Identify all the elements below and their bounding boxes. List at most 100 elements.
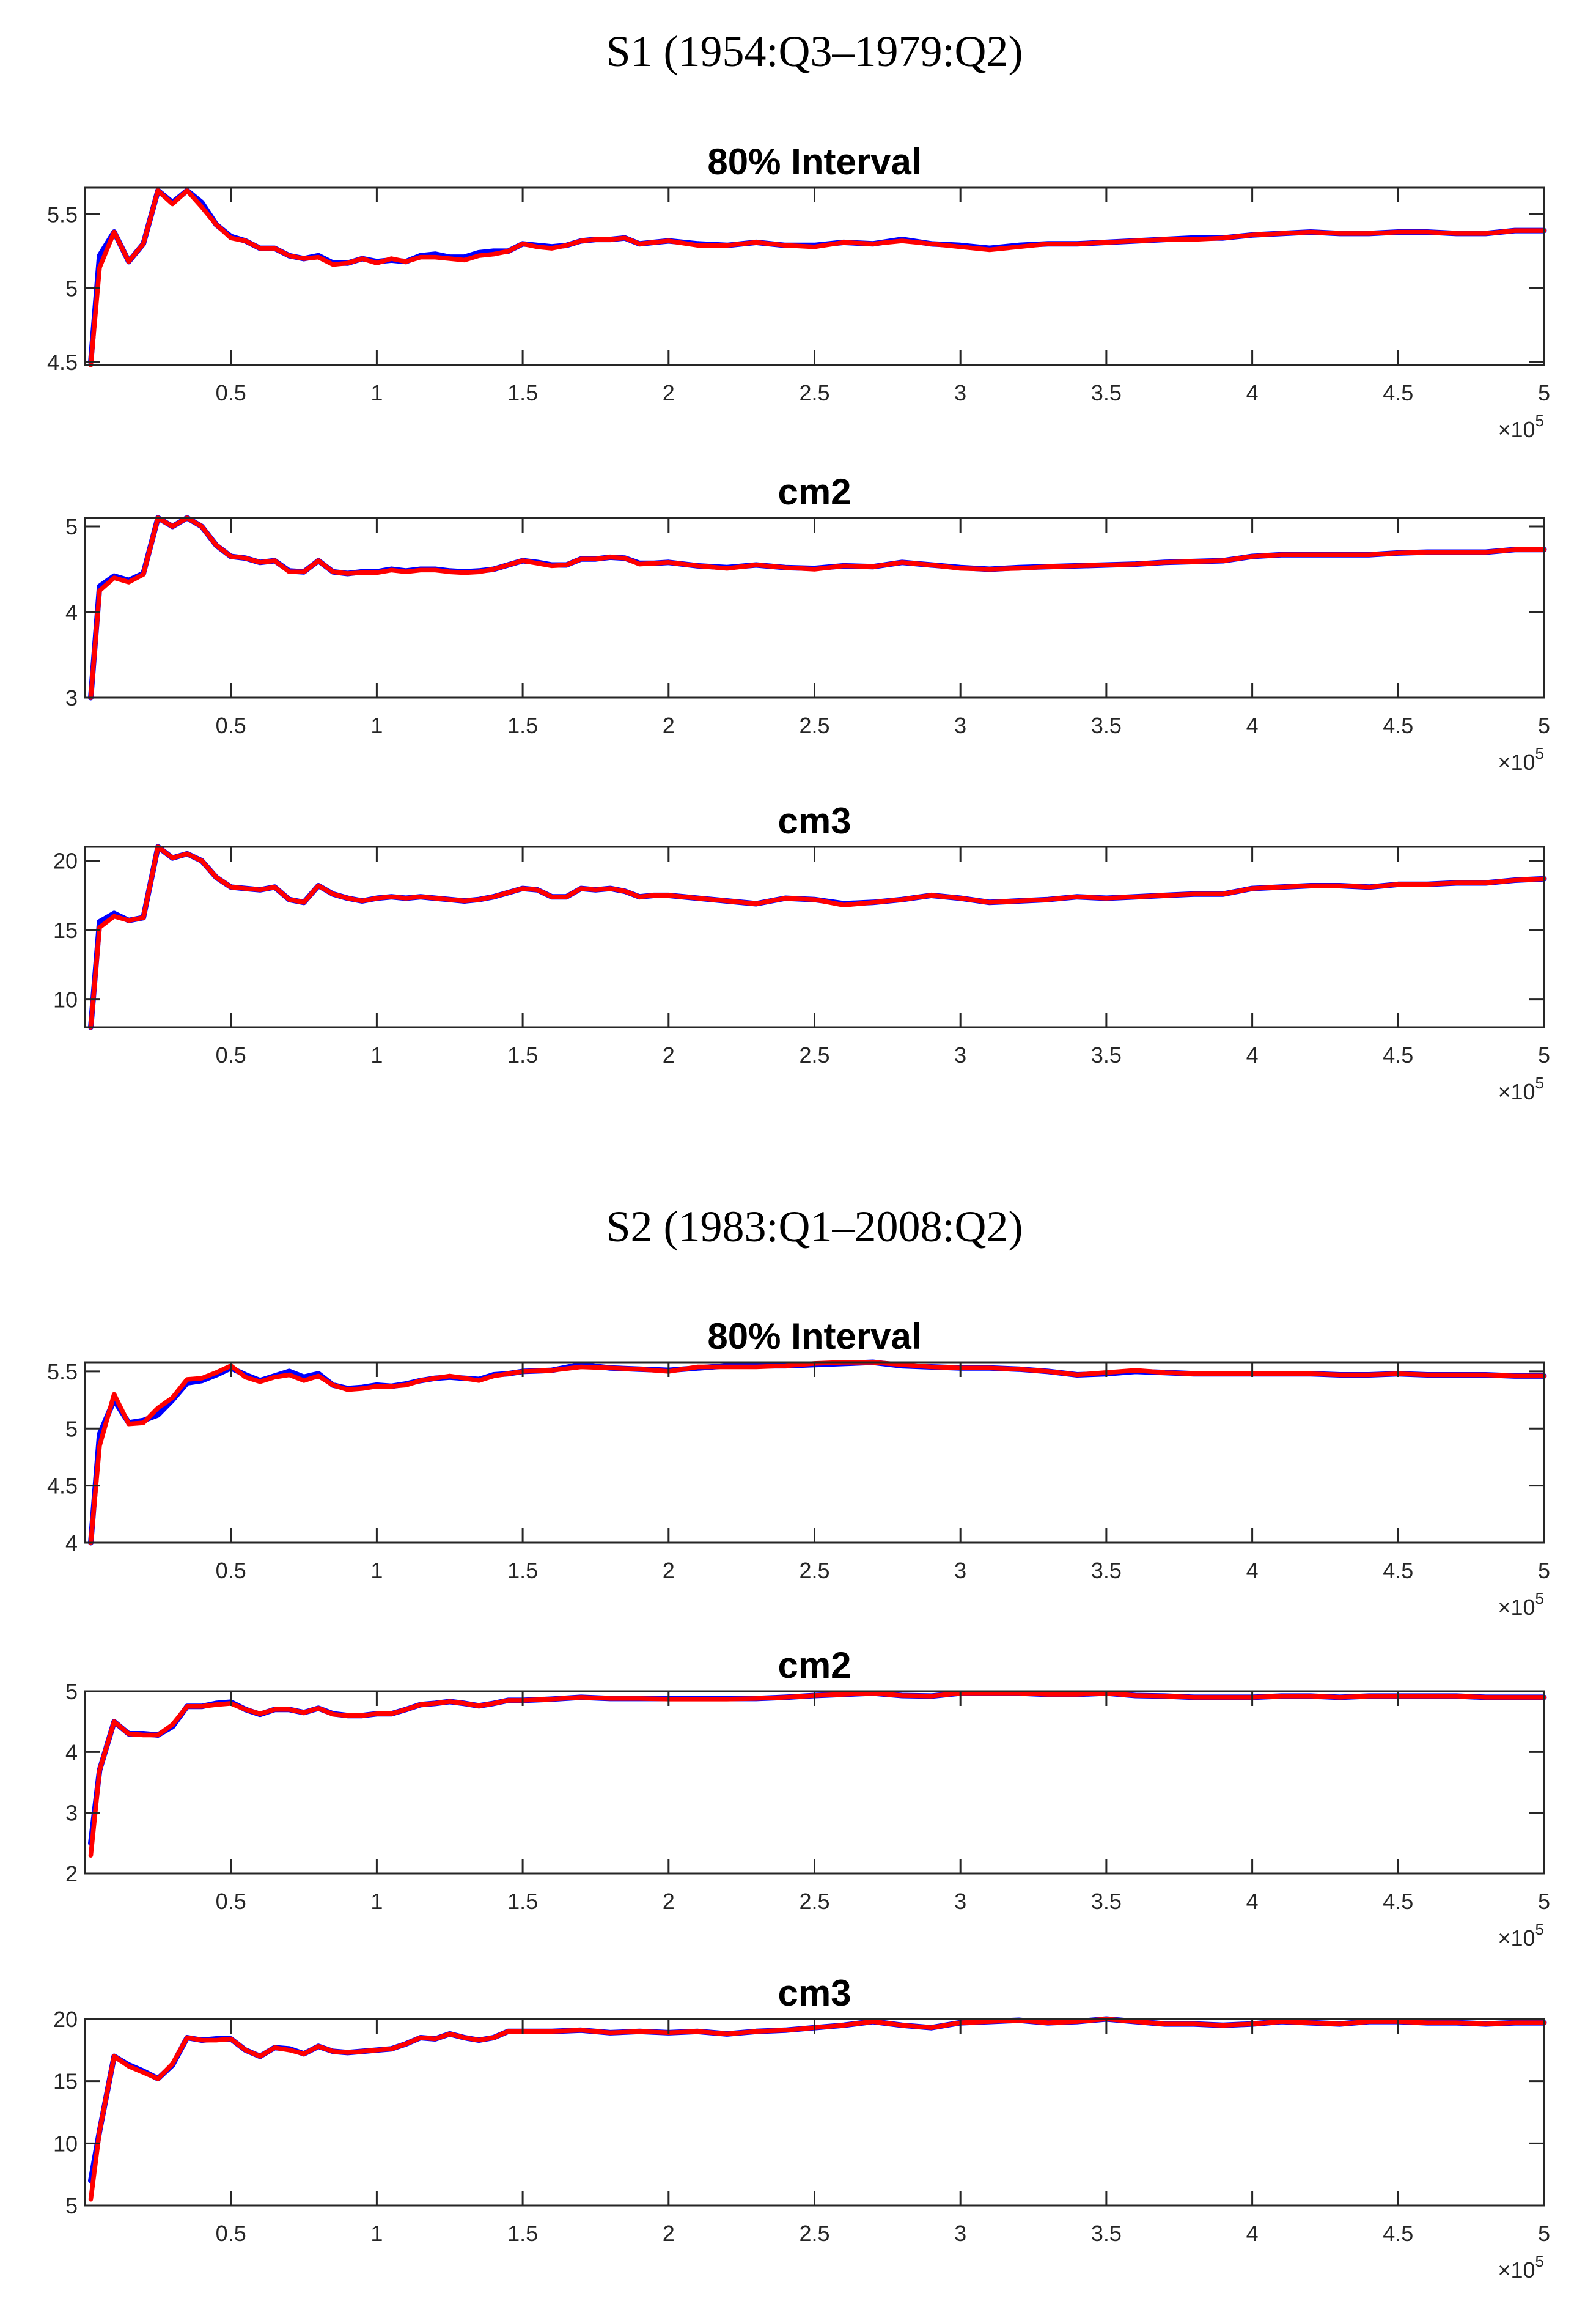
- y-tick-label: 15: [53, 918, 78, 943]
- x-tick-label: 1.5: [507, 1043, 538, 1068]
- x-tick-label: 3: [954, 1043, 966, 1068]
- x-tick-label: 2: [663, 1558, 675, 1583]
- x-tick-label: 2.5: [799, 2221, 829, 2246]
- y-tick-label: 10: [53, 2131, 78, 2156]
- y-tick-label: 3: [65, 1801, 78, 1826]
- x-tick-label: 4.5: [1383, 1043, 1413, 1068]
- x-tick-label: 0.5: [216, 1043, 246, 1068]
- y-tick-label: 5: [65, 1679, 78, 1704]
- x-tick-label: 3.5: [1091, 1558, 1122, 1583]
- x-tick-label: 3: [954, 713, 966, 738]
- y-tick-label: 3: [65, 685, 78, 711]
- x-tick-label: 2: [663, 1043, 675, 1068]
- x-exponent-label: ×105: [1498, 744, 1544, 775]
- x-multiplier: ×10: [1498, 750, 1535, 775]
- x-tick-label: 3.5: [1091, 1043, 1122, 1068]
- panel-title: cm3: [778, 800, 851, 841]
- series-line-1: [88, 1690, 1547, 1846]
- x-tick-label: 4.5: [1383, 380, 1413, 405]
- panel-title: cm3: [778, 1973, 851, 2014]
- y-tick-label: 10: [53, 987, 78, 1013]
- x-tick-label: 0.5: [216, 1558, 246, 1583]
- y-tick-label: 4.5: [47, 350, 78, 375]
- x-tick-label: 1: [370, 1043, 383, 1068]
- x-tick-label: 2.5: [799, 1558, 829, 1583]
- series-line-2: [88, 188, 1546, 367]
- x-multiplier: ×10: [1498, 1925, 1535, 1951]
- series-line-1: [88, 188, 1547, 365]
- x-tick-label: 1.5: [507, 1558, 538, 1583]
- x-tick-label: 1: [370, 713, 383, 738]
- x-tick-label: 1.5: [507, 1889, 538, 1914]
- x-tick-label: 4: [1246, 1889, 1259, 1914]
- x-exponent-label: ×105: [1498, 1589, 1544, 1620]
- x-tick-label: 1: [370, 2221, 383, 2246]
- x-exponent: 5: [1535, 1589, 1544, 1608]
- x-tick-label: 0.5: [216, 2221, 246, 2246]
- section-title: S1 (1954:Q3–1979:Q2): [606, 27, 1023, 76]
- x-tick-label: 1.5: [507, 713, 538, 738]
- y-tick-label: 5: [65, 2193, 78, 2218]
- y-tick-label: 15: [53, 2069, 78, 2094]
- x-tick-label: 3.5: [1091, 380, 1122, 405]
- x-tick-label: 4.5: [1383, 1889, 1413, 1914]
- panel-title: 80% Interval: [707, 1316, 921, 1357]
- x-tick-label: 1.5: [507, 2221, 538, 2246]
- x-tick-label: 1: [370, 1558, 383, 1583]
- y-tick-label: 5: [65, 514, 78, 539]
- x-tick-label: 2.5: [799, 1043, 829, 1068]
- axes-box: [84, 517, 1545, 699]
- x-tick-label: 3: [954, 380, 966, 405]
- series-line-1: [88, 515, 1547, 701]
- y-tick-label: 20: [53, 2007, 78, 2032]
- x-tick-label: 4.5: [1383, 1558, 1413, 1583]
- y-tick-label: 5.5: [47, 202, 78, 227]
- series-line-2: [88, 2017, 1546, 2202]
- panel-title: cm2: [778, 471, 851, 512]
- x-tick-label: 4: [1246, 1558, 1259, 1583]
- x-tick-label: 5: [1538, 1889, 1550, 1914]
- x-tick-label: 5: [1538, 1558, 1550, 1583]
- x-tick-label: 4: [1246, 2221, 1259, 2246]
- y-tick-label: 4: [65, 1740, 78, 1765]
- x-multiplier: ×10: [1498, 2257, 1535, 2283]
- x-tick-label: 3.5: [1091, 1889, 1122, 1914]
- x-exponent: 5: [1535, 1920, 1544, 1938]
- y-tick-label: 4.5: [47, 1474, 78, 1499]
- series-line-1: [88, 2016, 1547, 2183]
- x-tick-label: 1.5: [507, 380, 538, 405]
- x-multiplier: ×10: [1498, 1079, 1535, 1104]
- section-title: S2 (1983:Q1–2008:Q2): [606, 1202, 1023, 1251]
- section-2: S2 (1983:Q1–2008:Q2) 80% Interval 0.5 1 1.5 2…: [47, 1202, 1550, 2283]
- x-exponent-label: ×105: [1498, 412, 1544, 442]
- y-tick-label: 4: [65, 600, 78, 625]
- x-tick-label: 4: [1246, 380, 1259, 405]
- x-tick-label: 2: [663, 1889, 675, 1914]
- x-tick-label: 2: [663, 713, 675, 738]
- panel-1-1: 80% Interval 0.5 1 1.5 2 2.5 3 3.5 4 4.5 5 4.5 5 5.5 ×…: [47, 141, 1550, 442]
- x-exponent-label: ×105: [1498, 1920, 1544, 1951]
- panel-2-1: 80% Interval 0.5 1 1.5 2 2.5 3 3.5 4 4.5 5 4 4.5 5 5.5…: [47, 1316, 1550, 1620]
- panel-title: cm2: [778, 1645, 851, 1686]
- x-tick-label: 3: [954, 1558, 966, 1583]
- y-tick-label: 20: [53, 849, 78, 874]
- x-tick-label: 4: [1246, 1043, 1259, 1068]
- series-line-1: [88, 1359, 1547, 1546]
- x-multiplier: ×10: [1498, 417, 1535, 442]
- axes-box: [84, 1361, 1545, 1544]
- section-1: S1 (1954:Q3–1979:Q2) 80% Interval 0.5 1 1.5 2…: [47, 27, 1550, 1104]
- x-tick-label: 2: [663, 380, 675, 405]
- x-exponent: 5: [1535, 1074, 1544, 1092]
- series-line-2: [88, 844, 1546, 1030]
- x-tick-label: 2: [663, 2221, 675, 2246]
- x-tick-label: 3: [954, 1889, 966, 1914]
- panel-title: 80% Interval: [707, 141, 921, 182]
- x-tick-label: 2.5: [799, 713, 829, 738]
- series-line-2: [88, 515, 1546, 700]
- x-tick-label: 2.5: [799, 380, 829, 405]
- x-tick-label: 1: [370, 380, 383, 405]
- x-tick-label: 0.5: [216, 380, 246, 405]
